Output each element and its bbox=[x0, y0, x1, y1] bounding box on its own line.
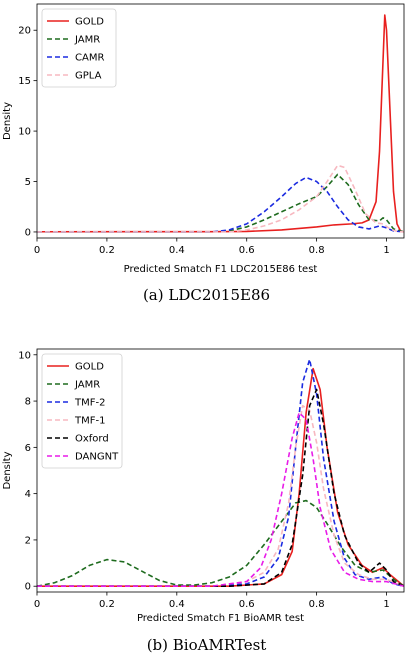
y-tick-label: 5 bbox=[25, 177, 31, 188]
figure-caption: (a) LDC2015E86 bbox=[143, 286, 270, 304]
x-tick-label: 0.4 bbox=[169, 245, 185, 256]
y-tick-label: 4 bbox=[25, 489, 31, 500]
series-line-jamr bbox=[37, 499, 404, 587]
y-tick-label: 0 bbox=[25, 227, 31, 238]
series-group bbox=[37, 358, 404, 588]
legend-entry: GOLD bbox=[75, 362, 104, 373]
y-tick-label: 8 bbox=[25, 397, 31, 408]
y-tick-label: 0 bbox=[25, 582, 31, 593]
x-tick-label: 1 bbox=[383, 245, 389, 256]
legend-entry: JAMR bbox=[74, 380, 100, 391]
legend-entry: CAMR bbox=[75, 53, 104, 64]
legend: GOLD JAMR CAMR GPLA bbox=[41, 8, 117, 88]
legend-entry: GPLA bbox=[75, 71, 102, 82]
series-group bbox=[37, 14, 404, 233]
y-tick-label: 15 bbox=[18, 76, 31, 87]
y-axis-label: Density bbox=[2, 102, 13, 140]
x-tick-label: 1 bbox=[383, 599, 389, 610]
series-line-jamr bbox=[37, 173, 404, 233]
series-line-gpla bbox=[37, 164, 404, 233]
x-tick-label: 0.2 bbox=[99, 245, 115, 256]
x-tick-label: 0.6 bbox=[239, 245, 255, 256]
series-line-tmf-2 bbox=[37, 358, 404, 588]
x-tick-label: 0.8 bbox=[309, 599, 325, 610]
legend-entry: DANGNT bbox=[75, 452, 119, 463]
series-line-gold bbox=[37, 14, 404, 233]
legend-entry: GOLD bbox=[75, 17, 104, 28]
legend-entry: TMF-1 bbox=[74, 416, 105, 427]
x-tick-label: 0.2 bbox=[99, 599, 115, 610]
y-tick-label: 2 bbox=[25, 535, 31, 546]
x-tick-label: 0 bbox=[34, 599, 40, 610]
series-line-camr bbox=[37, 176, 404, 233]
legend-entry: JAMR bbox=[74, 35, 100, 46]
legend-box bbox=[41, 353, 123, 469]
legend-box bbox=[41, 8, 117, 88]
series-line-oxford bbox=[37, 388, 404, 588]
axes-frame bbox=[36, 348, 405, 593]
y-tick-label: 10 bbox=[18, 350, 31, 361]
x-tick-label: 0.4 bbox=[169, 599, 185, 610]
y-tick-label: 20 bbox=[18, 26, 31, 37]
figure-caption: (b) BioAMRTest bbox=[147, 636, 267, 654]
x-tick-label: 0 bbox=[34, 245, 40, 256]
axes-frame bbox=[36, 3, 405, 239]
y-axis-label: Density bbox=[2, 451, 13, 489]
x-axis-label: Predicted Smatch F1 BioAMR test bbox=[137, 613, 304, 624]
x-tick-label: 0.8 bbox=[309, 245, 325, 256]
legend: GOLD JAMR TMF-2 TMF-1 Oxford DANGNT bbox=[41, 353, 123, 469]
series-line-dangnt bbox=[37, 411, 404, 588]
legend-entry: TMF-2 bbox=[74, 398, 105, 409]
x-tick-label: 0.6 bbox=[239, 599, 255, 610]
x-axis-label: Predicted Smatch F1 LDC2015E86 test bbox=[124, 264, 318, 275]
y-tick-label: 6 bbox=[25, 443, 31, 454]
legend-entry: Oxford bbox=[75, 434, 109, 445]
series-line-tmf-1 bbox=[37, 404, 404, 588]
y-tick-label: 10 bbox=[18, 127, 31, 138]
